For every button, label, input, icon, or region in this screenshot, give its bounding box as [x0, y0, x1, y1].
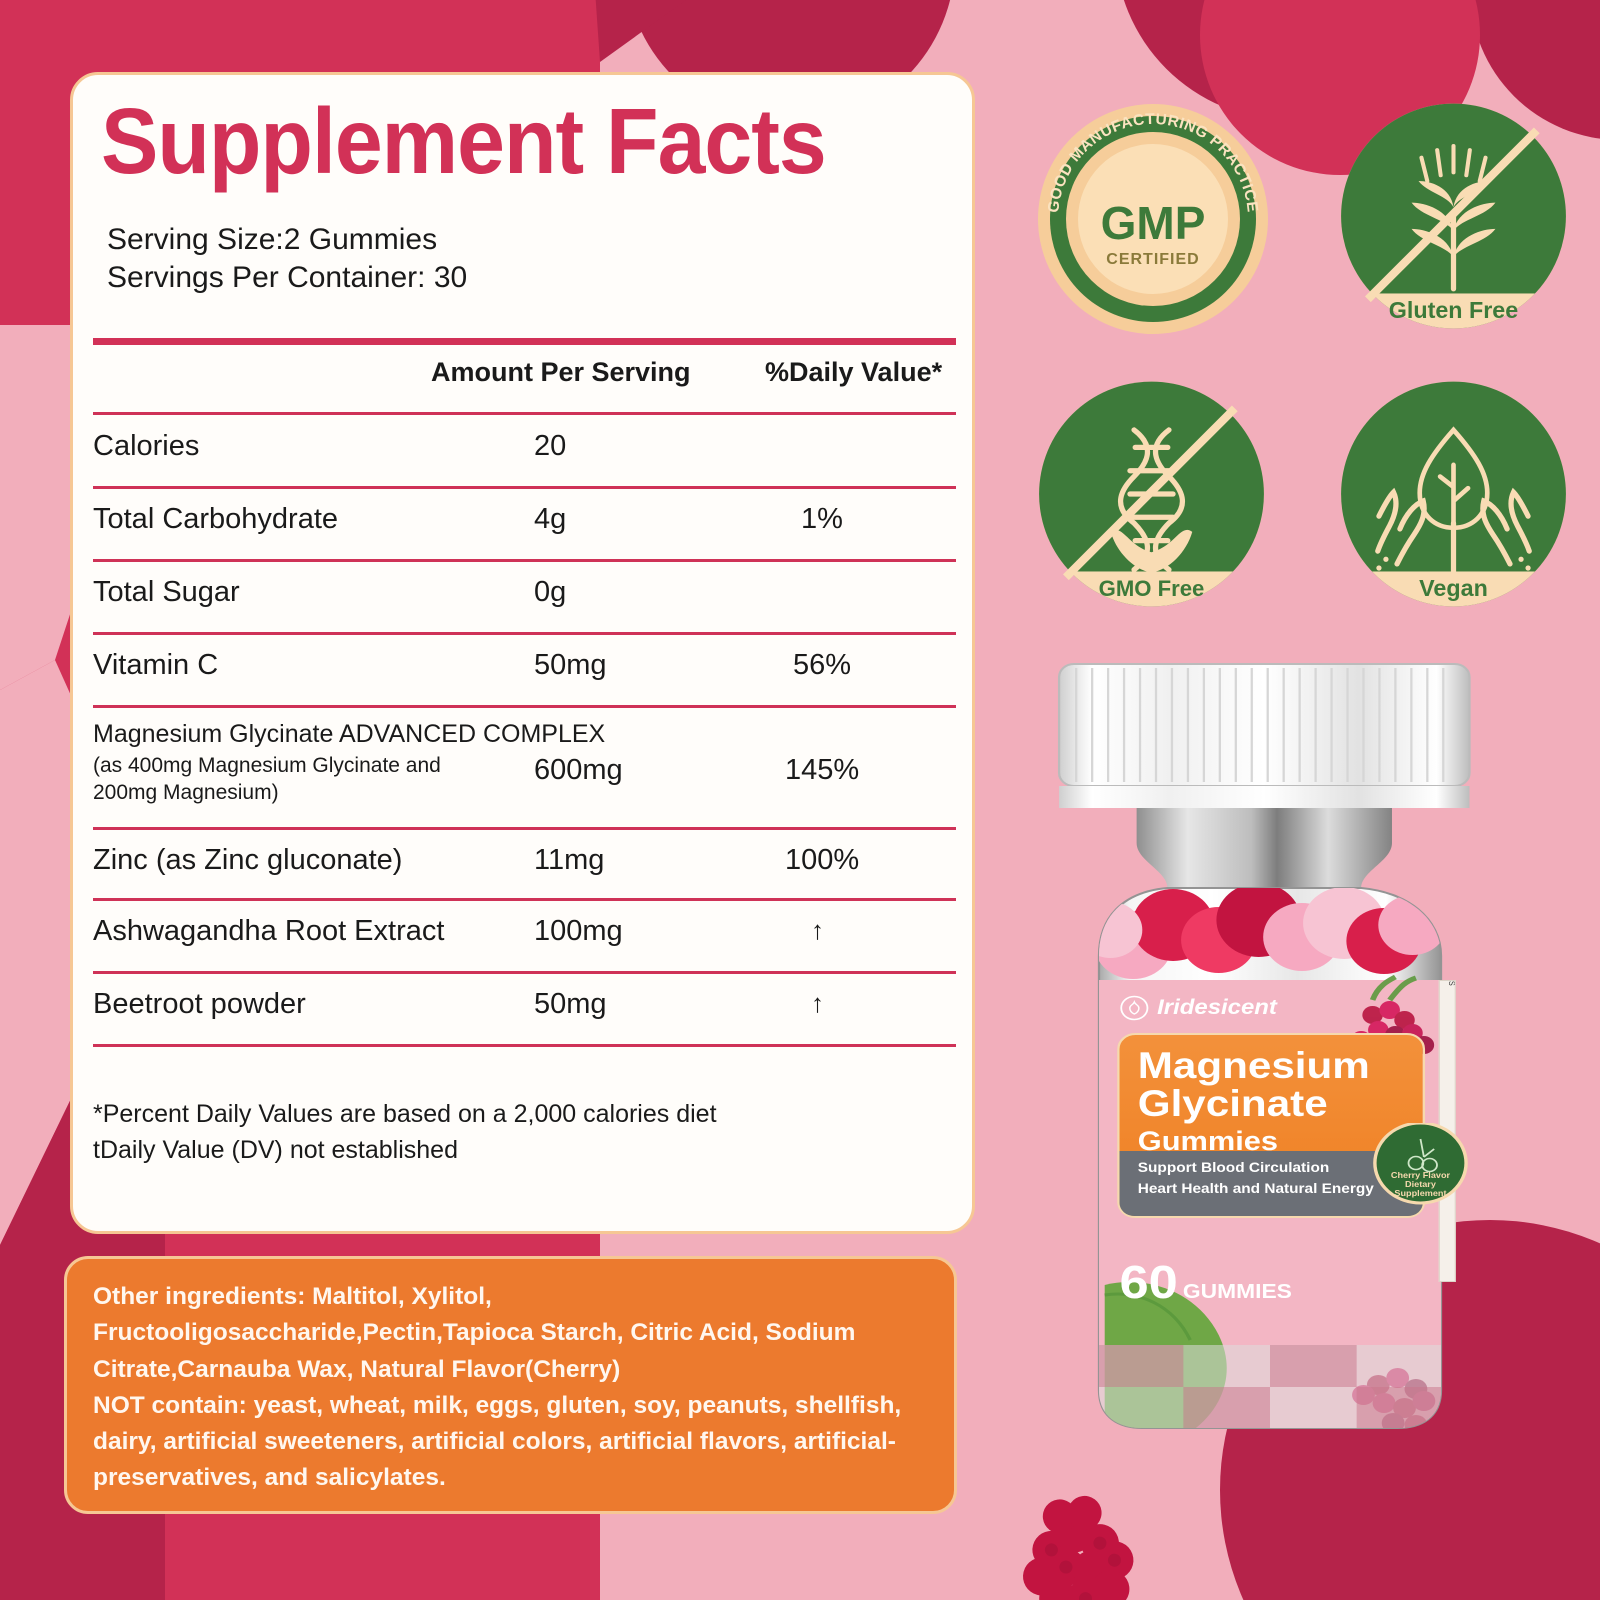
svg-text:CERTIFIED: CERTIFIED [1106, 251, 1199, 268]
svg-text:Cherry Flavor: Cherry Flavor [1391, 1171, 1451, 1180]
svg-text:Vegan: Vegan [1419, 575, 1488, 601]
svg-text:Gluten Free: Gluten Free [1389, 297, 1518, 323]
svg-text:Supplement: Supplement [1394, 1189, 1446, 1198]
svg-text:GMO Free: GMO Free [1099, 576, 1205, 601]
svg-text:Dietary: Dietary [1405, 1180, 1436, 1189]
svg-text:GMP: GMP [1101, 197, 1206, 249]
